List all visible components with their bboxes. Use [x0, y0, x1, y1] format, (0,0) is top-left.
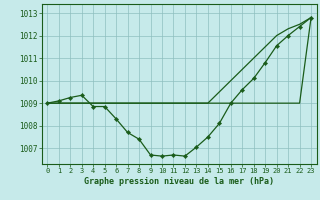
X-axis label: Graphe pression niveau de la mer (hPa): Graphe pression niveau de la mer (hPa) [84, 177, 274, 186]
